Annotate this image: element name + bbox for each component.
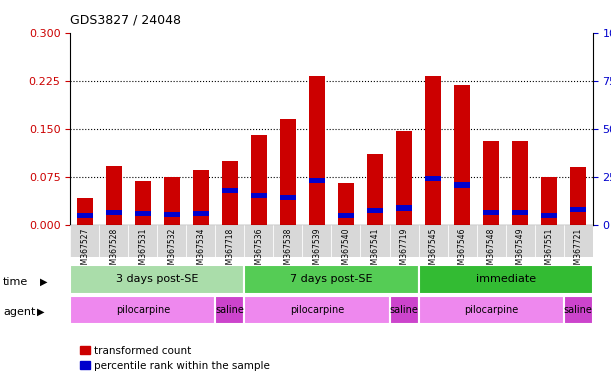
Bar xyxy=(419,296,563,324)
Bar xyxy=(506,225,535,257)
Bar xyxy=(135,181,151,225)
Bar xyxy=(338,213,354,218)
Text: GSM367536: GSM367536 xyxy=(254,227,263,274)
Bar xyxy=(564,225,593,257)
Bar xyxy=(419,225,447,257)
Bar xyxy=(541,213,557,218)
Bar xyxy=(193,211,209,216)
Bar xyxy=(396,131,412,225)
Bar xyxy=(128,225,158,257)
Text: GSM367545: GSM367545 xyxy=(428,227,437,274)
Text: GSM367527: GSM367527 xyxy=(80,227,89,274)
Text: GSM367548: GSM367548 xyxy=(486,227,496,274)
Bar xyxy=(570,167,586,225)
Text: saline: saline xyxy=(216,305,244,315)
Bar xyxy=(425,176,441,181)
Bar xyxy=(541,177,557,225)
Text: GSM367719: GSM367719 xyxy=(400,227,409,274)
Bar xyxy=(483,210,499,215)
Bar xyxy=(222,187,238,193)
Bar xyxy=(535,225,564,257)
Text: GSM367538: GSM367538 xyxy=(284,227,293,274)
Bar xyxy=(419,265,593,294)
Text: immediate: immediate xyxy=(475,274,536,285)
Bar xyxy=(222,161,238,225)
Bar xyxy=(274,225,302,257)
Text: GSM367718: GSM367718 xyxy=(225,227,235,273)
Bar xyxy=(106,210,122,215)
Bar xyxy=(367,154,383,225)
Bar xyxy=(77,198,93,225)
Bar xyxy=(251,135,267,225)
Bar xyxy=(244,225,273,257)
Bar xyxy=(70,296,216,324)
Text: 7 days post-SE: 7 days post-SE xyxy=(290,274,373,285)
Bar xyxy=(302,225,331,257)
Bar xyxy=(563,296,593,324)
Bar xyxy=(280,195,296,200)
Text: GDS3827 / 24048: GDS3827 / 24048 xyxy=(70,13,181,26)
Bar xyxy=(309,178,325,183)
Text: pilocarpine: pilocarpine xyxy=(290,305,344,315)
Bar xyxy=(158,225,186,257)
Text: pilocarpine: pilocarpine xyxy=(115,305,170,315)
Text: 3 days post-SE: 3 days post-SE xyxy=(116,274,199,285)
Bar xyxy=(106,166,122,225)
Bar xyxy=(447,225,477,257)
Text: GSM367540: GSM367540 xyxy=(342,227,351,274)
Text: pilocarpine: pilocarpine xyxy=(464,305,518,315)
Text: GSM367539: GSM367539 xyxy=(312,227,321,274)
Bar xyxy=(77,213,93,218)
Bar xyxy=(70,265,244,294)
Bar xyxy=(570,207,586,212)
Bar xyxy=(280,119,296,225)
Bar xyxy=(454,85,470,225)
Text: saline: saline xyxy=(564,305,593,315)
Text: GSM367531: GSM367531 xyxy=(138,227,147,274)
Text: GSM367549: GSM367549 xyxy=(516,227,525,274)
Bar xyxy=(454,182,470,187)
Bar xyxy=(216,296,244,324)
Bar xyxy=(164,177,180,225)
Bar xyxy=(512,141,528,225)
Text: time: time xyxy=(3,277,28,287)
Bar xyxy=(193,170,209,225)
Bar xyxy=(512,210,528,215)
Bar xyxy=(338,183,354,225)
Text: GSM367532: GSM367532 xyxy=(167,227,177,274)
Bar xyxy=(244,265,419,294)
Bar xyxy=(390,225,419,257)
Bar xyxy=(100,225,128,257)
Bar xyxy=(360,225,390,257)
Text: GSM367528: GSM367528 xyxy=(109,227,119,273)
Text: ▶: ▶ xyxy=(40,277,47,287)
Text: agent: agent xyxy=(3,307,35,317)
Bar xyxy=(483,141,499,225)
Bar xyxy=(251,193,267,198)
Bar xyxy=(244,296,390,324)
Bar xyxy=(216,225,244,257)
Bar xyxy=(390,296,419,324)
Bar xyxy=(477,225,506,257)
Bar xyxy=(70,225,99,257)
Text: GSM367721: GSM367721 xyxy=(574,227,583,273)
Bar xyxy=(309,76,325,225)
Text: saline: saline xyxy=(390,305,419,315)
Text: GSM367534: GSM367534 xyxy=(196,227,205,274)
Bar xyxy=(186,225,216,257)
Bar xyxy=(331,225,360,257)
Bar xyxy=(396,205,412,210)
Bar xyxy=(135,211,151,216)
Text: GSM367546: GSM367546 xyxy=(458,227,467,274)
Legend: transformed count, percentile rank within the sample: transformed count, percentile rank withi… xyxy=(76,341,274,375)
Text: ▶: ▶ xyxy=(37,307,44,317)
Bar xyxy=(164,212,180,217)
Text: GSM367551: GSM367551 xyxy=(544,227,554,274)
Bar xyxy=(425,76,441,225)
Bar xyxy=(367,208,383,213)
Text: GSM367541: GSM367541 xyxy=(370,227,379,274)
